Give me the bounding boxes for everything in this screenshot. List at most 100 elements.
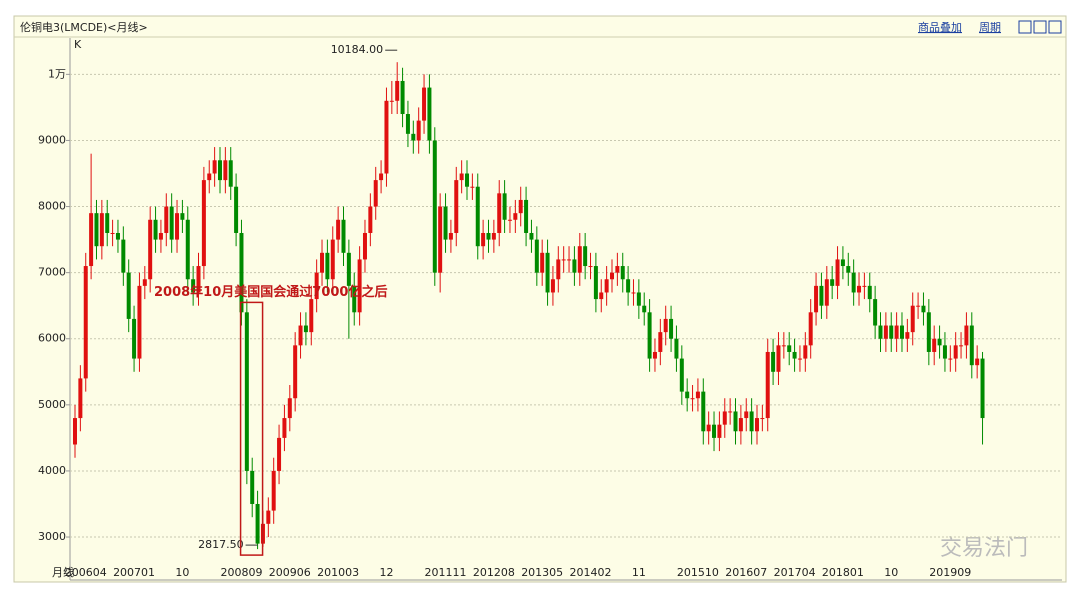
candle-body: [115, 232, 120, 240]
candle-body: [685, 391, 690, 399]
x-tick-label: 200604: [65, 566, 107, 579]
header-link[interactable]: 周期: [979, 21, 1001, 34]
candle-body: [491, 232, 496, 240]
candle-body: [722, 411, 727, 425]
header-title: 伦铜电3(LMCDE)<月线>: [20, 20, 148, 34]
icon[interactable]: [1048, 20, 1062, 34]
candle-body: [550, 279, 555, 293]
icon[interactable]: [1033, 20, 1047, 34]
candle-body: [695, 391, 700, 399]
candle-body: [212, 160, 217, 174]
candle-body: [744, 411, 749, 419]
panel: [13, 15, 1067, 583]
candle-body: [126, 272, 131, 319]
candle-body: [937, 338, 942, 346]
candle-body: [754, 418, 759, 432]
candle-body: [427, 87, 432, 141]
header-link[interactable]: 商品叠加: [918, 20, 962, 34]
candle-body: [169, 206, 174, 240]
x-tick-label: 201111: [425, 566, 467, 579]
candle-body: [642, 305, 647, 313]
candle-body: [867, 285, 872, 300]
candle-body: [105, 213, 110, 233]
candle-body: [932, 338, 937, 352]
candle-body: [942, 345, 947, 359]
candle-body: [712, 424, 717, 438]
x-tick-label: 11: [632, 566, 646, 579]
candle-body: [405, 114, 410, 134]
candle-body: [153, 219, 158, 240]
candle-body: [180, 213, 185, 220]
candle-body: [787, 345, 792, 352]
candle-body: [814, 285, 819, 313]
candle-body: [287, 398, 292, 419]
candle-body: [733, 411, 738, 432]
candle-body: [830, 279, 835, 286]
candle-body: [604, 279, 609, 293]
candle-body: [185, 219, 190, 280]
candle-body: [341, 219, 346, 253]
candle-body: [889, 325, 894, 339]
candle-body: [201, 180, 206, 267]
axis-label: 月线: [52, 565, 74, 579]
candle-body: [217, 160, 222, 181]
candle-body: [507, 219, 512, 221]
candle-body: [894, 325, 899, 339]
highlight-box: [239, 301, 264, 556]
candle-body: [121, 239, 126, 273]
candle-body: [142, 279, 147, 286]
candle-body: [835, 259, 840, 286]
candle-body: [749, 411, 754, 432]
candle-body: [620, 266, 625, 280]
candle-body: [899, 325, 904, 339]
candle-body: [309, 299, 314, 333]
candle-body: [481, 232, 486, 247]
y-tick-label: 8000: [38, 200, 66, 213]
candle-body: [244, 312, 249, 471]
candle-body: [674, 338, 679, 359]
candle-body: [636, 292, 641, 306]
candle-body: [583, 246, 588, 267]
x-tick-label: 201909: [929, 566, 971, 579]
candle-body: [320, 252, 325, 273]
candle-body: [94, 213, 99, 247]
candle-body: [905, 332, 910, 339]
candle-body: [379, 173, 384, 181]
icon[interactable]: [1018, 20, 1032, 34]
candle-body: [631, 292, 636, 294]
period-label: K: [74, 38, 82, 51]
y-tick-label: 5000: [38, 398, 66, 411]
candle-body: [781, 345, 786, 347]
candle-body: [717, 424, 722, 438]
candle-body: [73, 418, 77, 445]
toolbar-icons[interactable]: [1018, 20, 1062, 34]
candle-body: [588, 266, 593, 268]
candle-body: [679, 358, 684, 392]
x-tick-label: 12: [379, 566, 393, 579]
candle-body: [164, 206, 169, 233]
candle-body: [738, 418, 743, 432]
candle-body: [459, 173, 464, 181]
candle-body: [776, 345, 781, 372]
candle-body: [271, 470, 276, 511]
candle-body: [824, 279, 829, 306]
x-tick-label: 201510: [677, 566, 719, 579]
candle-body: [422, 87, 427, 121]
candle-body: [411, 133, 416, 141]
candle-body: [948, 358, 953, 360]
candle-body: [89, 213, 94, 267]
candle-body: [432, 140, 437, 273]
candle-body: [599, 292, 604, 300]
candle-body: [228, 160, 233, 187]
candle-body: [368, 206, 373, 233]
candle-body: [282, 418, 287, 438]
x-tick-label: 201801: [822, 566, 864, 579]
candle-body: [191, 279, 196, 293]
candle-body: [513, 213, 518, 220]
candle-body: [277, 437, 282, 471]
candle-body: [647, 312, 652, 359]
y-tick-label: 1万: [48, 67, 66, 80]
candle-body: [964, 325, 969, 346]
